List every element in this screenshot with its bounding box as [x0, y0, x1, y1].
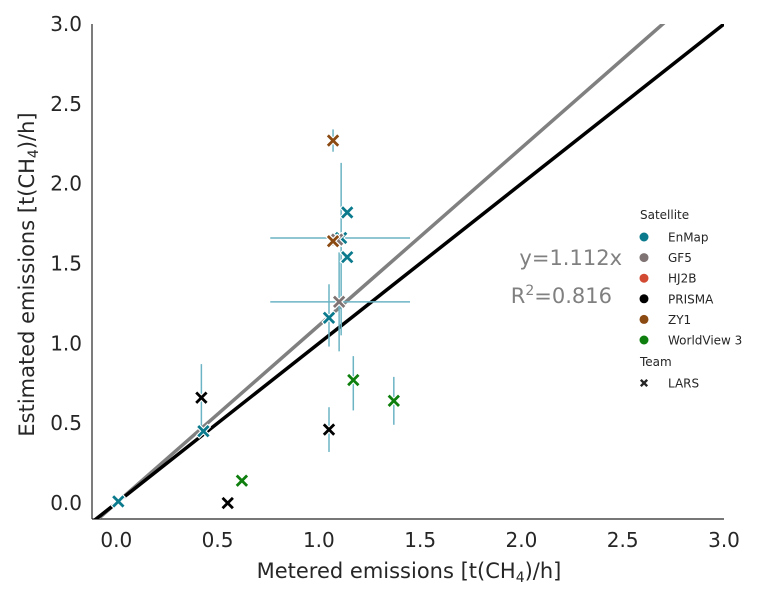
y-tick-label: 0.5 [50, 411, 82, 435]
x-icon [639, 378, 649, 388]
y-tick-label: 2.0 [50, 172, 82, 196]
x-tick-label: 1.0 [303, 528, 335, 552]
data-point-worldview-3 [345, 372, 362, 388]
x-tick-label: 2.0 [506, 528, 538, 552]
marker-stroke [112, 495, 125, 508]
x-tick-label: 2.5 [607, 528, 639, 552]
marker-stroke [322, 311, 336, 324]
x-axis-title-end: )/h] [525, 559, 562, 583]
legend-marker-enmap [639, 232, 649, 242]
data-point-prisma [219, 495, 236, 511]
marker-stroke [322, 423, 336, 436]
legend: Satellite EnMap GF5 HJ2B PRISMA ZY1 WorldView … [639, 208, 742, 391]
legend-team-title: Team [639, 355, 672, 369]
legend-marker-worldview-3 [639, 335, 649, 345]
legend-marker-gf5 [639, 253, 649, 263]
legend-label: LARS [668, 377, 699, 391]
y-axis-title-end: )/h] [15, 112, 39, 149]
data-point-enmap [195, 423, 212, 439]
r-squared-value: =0.816 [534, 284, 612, 308]
fit-line [95, 24, 666, 519]
data-point-prisma [321, 421, 337, 438]
legend-label: ZY1 [668, 313, 691, 327]
y-axis-title-main: Estimated emissions [t(CH [15, 158, 39, 437]
data-point-enmap [321, 310, 337, 326]
x-tick-label: 0.5 [202, 528, 234, 552]
marker-stroke [341, 206, 354, 219]
x-tick-label: 1.5 [404, 528, 436, 552]
fit-equation-label: y=1.112x [519, 246, 622, 270]
y-tick-label: 0.0 [50, 491, 82, 515]
y-tick-label: 1.0 [50, 331, 82, 355]
legend-marker-prisma [639, 294, 649, 304]
marker-stroke [347, 373, 360, 387]
y-axis-title-subscript: 4 [26, 149, 42, 158]
y-tick-label: 3.0 [50, 12, 82, 36]
marker-stroke [235, 474, 249, 487]
legend-label: GF5 [668, 251, 692, 265]
legend-marker-zy1 [639, 314, 649, 324]
x-tick-label: 3.0 [708, 528, 740, 552]
error-bars [200, 129, 411, 452]
regression-lines [93, 24, 724, 519]
data-point-zy1 [325, 132, 341, 149]
legend-satellite-title: Satellite [640, 208, 689, 222]
data-point-gf5 [331, 294, 347, 310]
legend-label: WorldView 3 [668, 334, 742, 348]
marker-stroke [332, 295, 346, 309]
legend-label: PRISMA [668, 292, 714, 306]
y-axis-title: Estimated emissions [t(CH4)/h] [15, 112, 42, 436]
marker-stroke [341, 250, 354, 264]
marker-stroke [387, 394, 401, 408]
legend-marker-hj2b [639, 273, 649, 283]
data-point-enmap [339, 249, 355, 265]
data-point-enmap [339, 204, 355, 221]
y-tick-label: 1.5 [50, 252, 82, 276]
data-point-prisma [193, 389, 210, 406]
x-axis-title: Metered emissions [t(CH4)/h] [257, 559, 562, 586]
y-tick-label: 2.5 [50, 92, 82, 116]
data-point-enmap [110, 493, 127, 510]
legend-label: HJ2B [668, 272, 696, 286]
marker-stroke [195, 391, 208, 404]
marker-stroke [326, 134, 340, 147]
marker-stroke [197, 424, 210, 438]
data-point-worldview-3 [386, 393, 402, 409]
r-squared-prefix: R [511, 284, 526, 308]
legend-label: EnMap [668, 231, 709, 245]
r-squared-label: R2=0.816 [511, 283, 612, 308]
legend-marker-x-icon [639, 378, 649, 388]
identity-line [93, 24, 724, 519]
x-axis-title-main: Metered emissions [t(CH [257, 559, 516, 583]
marker-stroke [221, 496, 234, 510]
data-points [110, 132, 402, 511]
data-point-zy1 [325, 233, 341, 249]
r-squared-superscript: 2 [525, 283, 534, 299]
marker-stroke [326, 234, 340, 248]
x-axis-title-subscript: 4 [516, 570, 525, 586]
data-point-worldview-3 [234, 472, 250, 489]
x-tick-label: 0.0 [100, 528, 132, 552]
